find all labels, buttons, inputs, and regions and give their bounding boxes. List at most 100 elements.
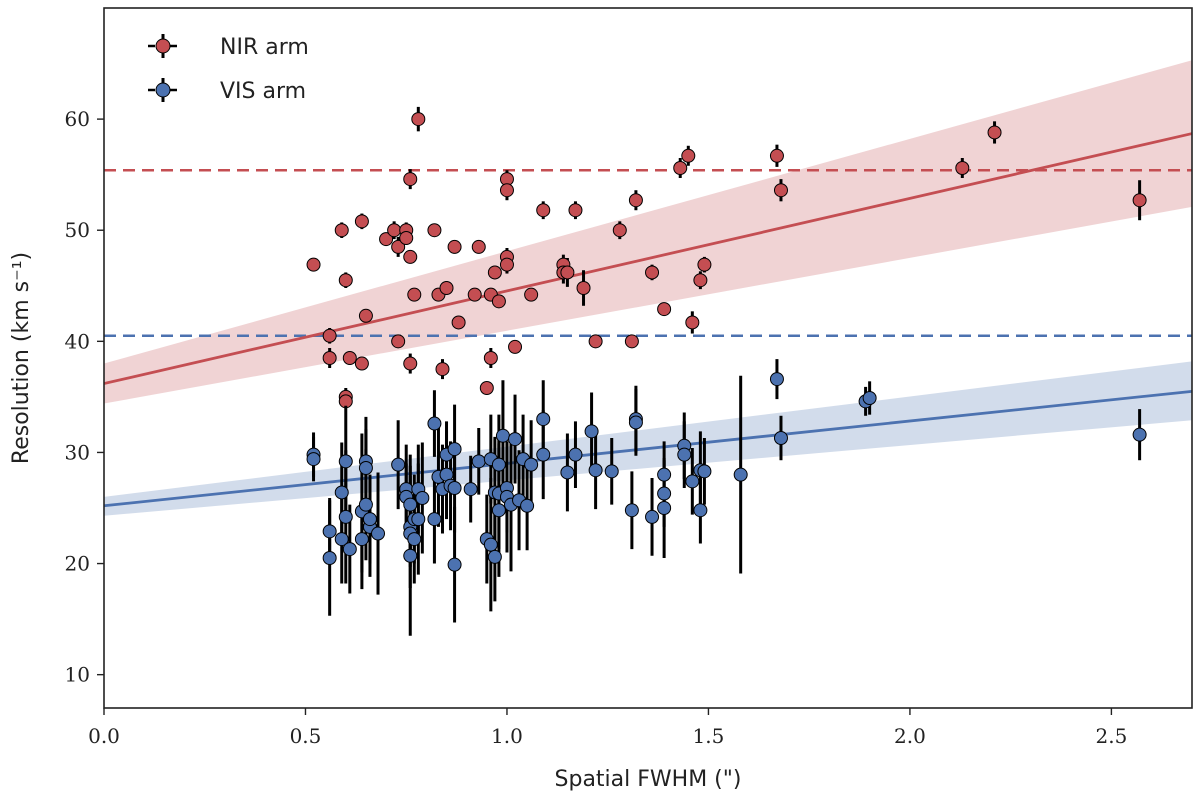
nir-point — [697, 257, 712, 272]
legend-nir-label: NIR arm — [220, 35, 309, 60]
vis-point — [322, 524, 337, 539]
nir-point — [447, 239, 462, 254]
vis-point — [411, 512, 426, 527]
nir-point — [467, 287, 482, 302]
legend: NIR arm VIS arm — [148, 34, 309, 104]
nir-point — [338, 273, 353, 288]
nir-point — [612, 223, 627, 238]
vis-point — [362, 512, 377, 527]
vis-point — [322, 551, 337, 565]
vis-point — [862, 391, 877, 405]
vis-point — [560, 465, 575, 480]
vis-point — [427, 416, 442, 431]
nir-point — [681, 148, 696, 163]
nir-point — [508, 339, 523, 354]
nir-point — [773, 183, 788, 198]
nir-point — [451, 315, 466, 330]
nir-point — [403, 172, 418, 187]
vis-point — [447, 481, 462, 495]
vis-point — [491, 503, 506, 518]
nir-point — [955, 161, 970, 175]
vis-point — [342, 542, 357, 557]
nir-point — [471, 239, 486, 254]
nir-point — [439, 281, 454, 295]
vis-point — [403, 548, 418, 563]
nir-point — [334, 223, 349, 238]
legend-vis-marker — [155, 82, 171, 98]
vis-point — [657, 501, 672, 515]
nir-point — [427, 223, 442, 238]
nir-point — [358, 308, 373, 323]
nir-point — [657, 302, 672, 317]
vis-point — [697, 464, 712, 479]
y-tick-label: 60 — [65, 107, 90, 131]
y-axis-ticks: 10 20 30 40 50 60 — [65, 107, 104, 687]
vis-point — [471, 454, 486, 469]
nir-point — [588, 334, 603, 349]
vis-point — [358, 461, 373, 475]
nir-point — [479, 381, 494, 395]
nir-point — [536, 203, 551, 218]
vis-point — [657, 486, 672, 501]
vis-point — [334, 485, 349, 500]
nir-point — [487, 265, 502, 280]
vis-point — [604, 464, 619, 479]
vis-point — [447, 557, 462, 572]
vis-point — [407, 532, 422, 547]
vis-point — [491, 457, 506, 472]
vis-point — [371, 526, 386, 541]
nir-point — [322, 351, 337, 365]
nir-point — [411, 112, 426, 127]
nir-point — [342, 351, 357, 365]
vis-point — [427, 512, 442, 527]
nir-point — [403, 356, 418, 371]
vis-point — [536, 447, 551, 462]
vis-point — [568, 447, 583, 462]
nir-point — [391, 239, 406, 254]
vis-point — [769, 372, 784, 387]
nir-point — [483, 351, 498, 365]
data-points — [306, 106, 1147, 636]
vis-point — [495, 428, 510, 443]
vis-point — [306, 452, 321, 467]
vis-point — [391, 457, 406, 472]
nir-point — [645, 265, 660, 280]
nir-point — [354, 356, 369, 371]
nir-point — [391, 334, 406, 349]
nir-point — [435, 362, 450, 377]
vis-point — [354, 532, 369, 547]
legend-nir-marker — [155, 38, 171, 54]
reference-lines — [104, 168, 1192, 338]
y-tick-label: 10 — [65, 663, 90, 687]
nir-point — [387, 223, 402, 238]
x-tick-label: 1.5 — [693, 724, 725, 748]
vis-point — [524, 457, 539, 472]
nir-point — [354, 214, 369, 229]
vis-point — [628, 415, 643, 430]
nir-point — [379, 232, 394, 247]
nir-point — [306, 257, 321, 272]
nir-point — [576, 281, 591, 295]
nir-point — [322, 328, 337, 343]
vis-point — [338, 454, 353, 469]
vis-point — [584, 424, 599, 439]
x-tick-label: 0.5 — [290, 724, 322, 748]
vis-point — [536, 412, 551, 427]
vis-point — [520, 498, 535, 513]
vis-point — [693, 503, 708, 518]
nir-point — [568, 203, 583, 218]
vis-point — [415, 491, 430, 505]
nir-point — [1132, 193, 1147, 208]
x-axis-label: Spatial FWHM (") — [555, 767, 742, 792]
nir-point — [628, 193, 643, 208]
x-tick-label: 2.5 — [1096, 724, 1128, 748]
y-tick-label: 40 — [65, 329, 90, 353]
vis-point — [1132, 427, 1147, 442]
nir-point — [693, 273, 708, 288]
x-tick-label: 2.0 — [894, 724, 926, 748]
vis-point — [645, 509, 660, 524]
vis-fit-line — [103, 389, 1193, 508]
nir-confidence-band — [104, 60, 1192, 404]
vis-point — [657, 467, 672, 482]
fit-lines — [103, 132, 1193, 508]
